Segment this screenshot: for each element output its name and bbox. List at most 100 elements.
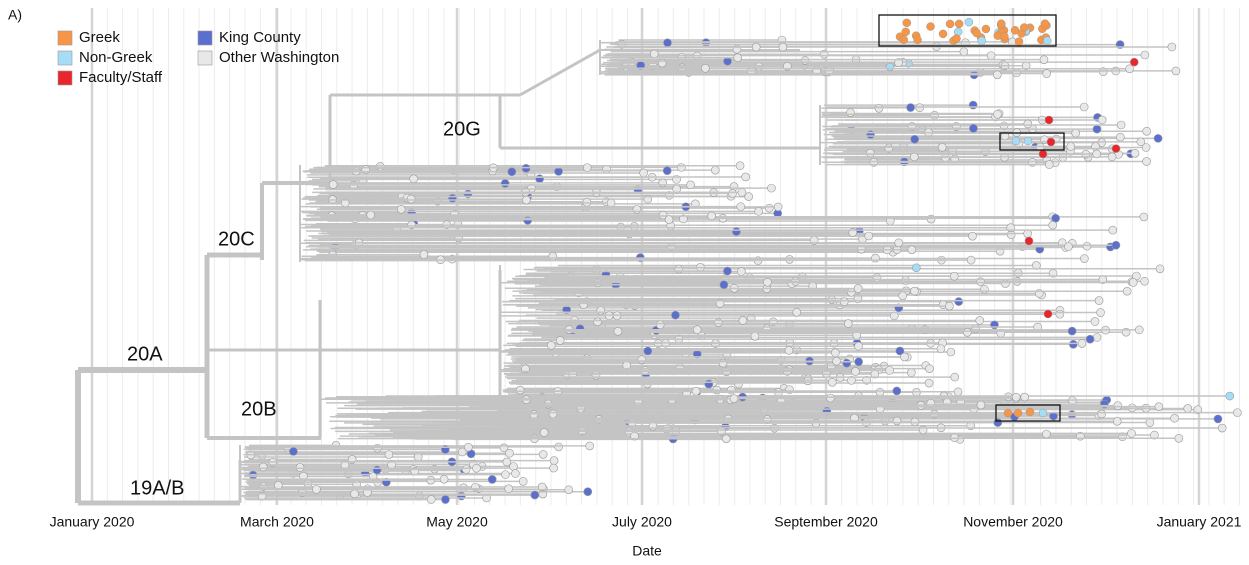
tip: [950, 372, 960, 382]
tip: [692, 325, 702, 335]
tip: [535, 174, 544, 184]
tip: [1170, 413, 1179, 423]
tip: [1217, 423, 1227, 433]
tip: [606, 198, 616, 208]
tip: [396, 204, 406, 214]
tip: [585, 441, 595, 451]
tip: [907, 245, 917, 255]
tip: [1014, 37, 1024, 46]
tip: [993, 70, 1002, 80]
tip: [721, 434, 731, 444]
tip: [899, 35, 909, 44]
tip: [1116, 132, 1125, 142]
tip: [671, 310, 680, 320]
tip: [289, 447, 298, 456]
tip: [515, 385, 525, 395]
tip: [968, 100, 978, 110]
tip: [472, 463, 481, 473]
tip: [1092, 124, 1102, 134]
tip: [1048, 220, 1058, 230]
tip: [913, 35, 922, 45]
tip: [969, 124, 978, 133]
tip: [1113, 401, 1123, 410]
tip: [518, 477, 528, 486]
tip: [784, 346, 794, 355]
tip: [846, 108, 855, 117]
tip: [733, 53, 742, 63]
tip: [328, 180, 338, 189]
tip: [1010, 26, 1020, 35]
tip: [409, 174, 418, 184]
tip: [554, 167, 563, 176]
tip: [723, 266, 732, 276]
tip: [885, 366, 894, 375]
tip: [981, 24, 991, 34]
tip: [993, 109, 1002, 119]
tip: [686, 180, 695, 190]
tip: [1064, 242, 1073, 251]
tip: [548, 251, 558, 261]
tip: [936, 344, 946, 354]
tip: [1116, 120, 1126, 130]
tip: [924, 378, 934, 388]
tip: [384, 450, 394, 459]
tip: [664, 215, 674, 224]
tip: [1039, 55, 1049, 64]
legend-swatch: [197, 30, 213, 46]
tip: [500, 179, 510, 188]
tip: [677, 163, 686, 172]
tip: [986, 51, 996, 60]
tip: [906, 103, 915, 112]
tip: [1019, 23, 1029, 32]
tip: [997, 19, 1006, 28]
tip: [765, 203, 774, 213]
tip: [1213, 414, 1223, 424]
x-tick-label: March 2020: [240, 514, 314, 530]
tip: [502, 457, 512, 467]
tip: [892, 416, 902, 426]
tip: [511, 469, 520, 478]
tip: [1020, 392, 1030, 402]
tip: [1141, 143, 1151, 152]
tip: [910, 152, 919, 162]
tip: [582, 197, 592, 207]
tip: [894, 238, 903, 248]
tip: [1122, 286, 1132, 296]
tip: [522, 195, 531, 205]
tip: [854, 357, 863, 367]
tip: [1046, 137, 1056, 147]
tip: [1024, 236, 1034, 246]
clade-label: 20C: [218, 228, 255, 250]
x-tick-label: May 2020: [426, 514, 488, 530]
tip: [968, 231, 977, 241]
tip: [1080, 254, 1089, 263]
x-axis: January 2020 March 2020 May 2020 July 2020 S…: [50, 514, 1242, 530]
tip: [1171, 66, 1181, 76]
tip: [875, 387, 885, 397]
x-tick-label: September 2020: [774, 514, 878, 530]
clade-label: 20G: [443, 118, 481, 140]
clade-label: 20B: [241, 398, 277, 420]
legend: Greek Non-Greek Faculty/Staff King County Ot…: [57, 29, 339, 86]
tip: [737, 188, 747, 197]
tip: [1167, 42, 1177, 52]
tip: [736, 202, 746, 211]
tip: [426, 495, 436, 504]
tip: [925, 364, 934, 373]
tip: [1183, 404, 1193, 413]
tip: [865, 148, 875, 158]
tip: [853, 284, 863, 293]
tip: [885, 62, 895, 72]
tip: [549, 456, 559, 465]
tip: [735, 161, 745, 171]
tip: [715, 299, 725, 308]
tip: [548, 409, 558, 419]
tip: [980, 284, 989, 294]
tip: [763, 277, 772, 287]
tip: [505, 448, 514, 458]
tip: [778, 42, 788, 52]
tip: [892, 386, 902, 396]
tip: [701, 63, 710, 73]
clade-label: 20A: [127, 343, 163, 365]
tip: [1079, 102, 1089, 112]
